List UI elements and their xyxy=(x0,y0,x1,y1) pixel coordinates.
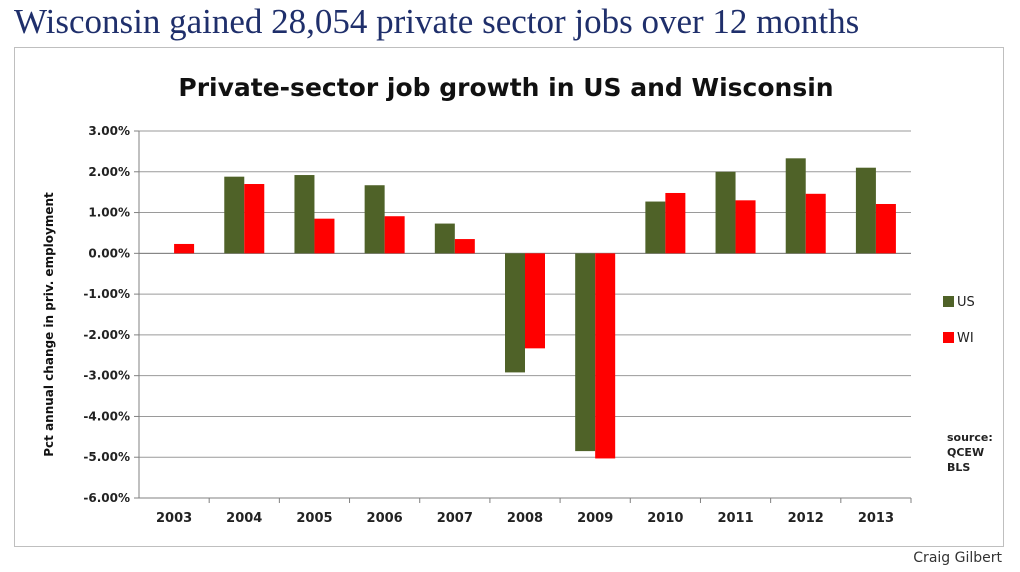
bar-us-2011 xyxy=(715,171,736,254)
x-tick-label: 2010 xyxy=(647,511,683,526)
bar-wi-2009 xyxy=(595,253,616,459)
bar-wi-2003 xyxy=(174,243,195,254)
bar-wi-2008 xyxy=(525,253,545,349)
y-tick-label: -2.00% xyxy=(83,328,130,342)
bar-us-2010 xyxy=(645,201,666,254)
bar-us-2012 xyxy=(785,158,806,254)
x-tick-label: 2005 xyxy=(296,511,332,526)
x-tick-label: 2008 xyxy=(507,511,543,526)
legend-label-us: US xyxy=(957,295,975,310)
bar-us-2005 xyxy=(294,175,315,254)
bar-us-2013 xyxy=(855,167,876,254)
bars xyxy=(174,158,896,459)
legend-swatch-wi xyxy=(943,332,954,343)
x-tick-label: 2012 xyxy=(788,511,824,526)
source-note: source: QCEW BLS xyxy=(947,430,1003,475)
y-tick-label: 2.00% xyxy=(88,165,130,179)
y-tick-label: 0.00% xyxy=(88,246,130,260)
y-tick-label: -3.00% xyxy=(83,369,130,383)
bar-wi-2013 xyxy=(875,203,896,254)
legend-label-wi: WI xyxy=(957,331,974,346)
bar-wi-2011 xyxy=(735,200,756,254)
bar-us-2008 xyxy=(505,253,525,373)
y-tick-label: 3.00% xyxy=(88,124,130,138)
headline: Wisconsin gained 28,054 private sector j… xyxy=(14,2,860,41)
chart-title: Private-sector job growth in US and Wisc… xyxy=(178,73,833,102)
x-tick-label: 2003 xyxy=(156,511,192,526)
bar-wi-2007 xyxy=(454,239,475,254)
legend: US WI xyxy=(943,295,975,346)
labels: Private-sector job growth in US and Wisc… xyxy=(42,73,894,526)
x-tick-label: 2007 xyxy=(437,511,473,526)
x-tick-label: 2013 xyxy=(858,511,894,526)
x-tick-label: 2006 xyxy=(367,511,403,526)
source-note-line: BLS xyxy=(947,461,971,474)
bar-us-2004 xyxy=(224,176,245,254)
x-tick-label: 2009 xyxy=(577,511,613,526)
x-tick-label: 2011 xyxy=(717,511,753,526)
y-axis-label: Pct annual change in priv. employment xyxy=(42,192,56,457)
y-tick-label: 1.00% xyxy=(88,206,130,220)
y-tick-label: -1.00% xyxy=(83,287,130,301)
source-note-line: source: xyxy=(947,431,993,444)
bar-chart: Private-sector job growth in US and Wisc… xyxy=(42,73,975,526)
bar-wi-2006 xyxy=(384,216,405,254)
legend-swatch-us xyxy=(943,296,954,307)
y-tick-label: -5.00% xyxy=(83,450,130,464)
bar-us-2009 xyxy=(575,253,596,452)
bar-us-2006 xyxy=(364,185,385,254)
bar-wi-2010 xyxy=(665,192,686,254)
y-tick-label: -4.00% xyxy=(83,409,130,423)
axes xyxy=(134,130,912,503)
y-tick-label: -6.00% xyxy=(83,491,130,505)
source-note-line: QCEW xyxy=(947,446,985,459)
bar-wi-2012 xyxy=(805,193,826,254)
chart-frame: Private-sector job growth in US and Wisc… xyxy=(14,47,1004,547)
bar-wi-2004 xyxy=(244,184,265,254)
bar-wi-2005 xyxy=(314,218,335,254)
bar-us-2007 xyxy=(434,223,455,254)
x-tick-label: 2004 xyxy=(226,511,262,526)
credit: Craig Gilbert xyxy=(913,550,1002,566)
